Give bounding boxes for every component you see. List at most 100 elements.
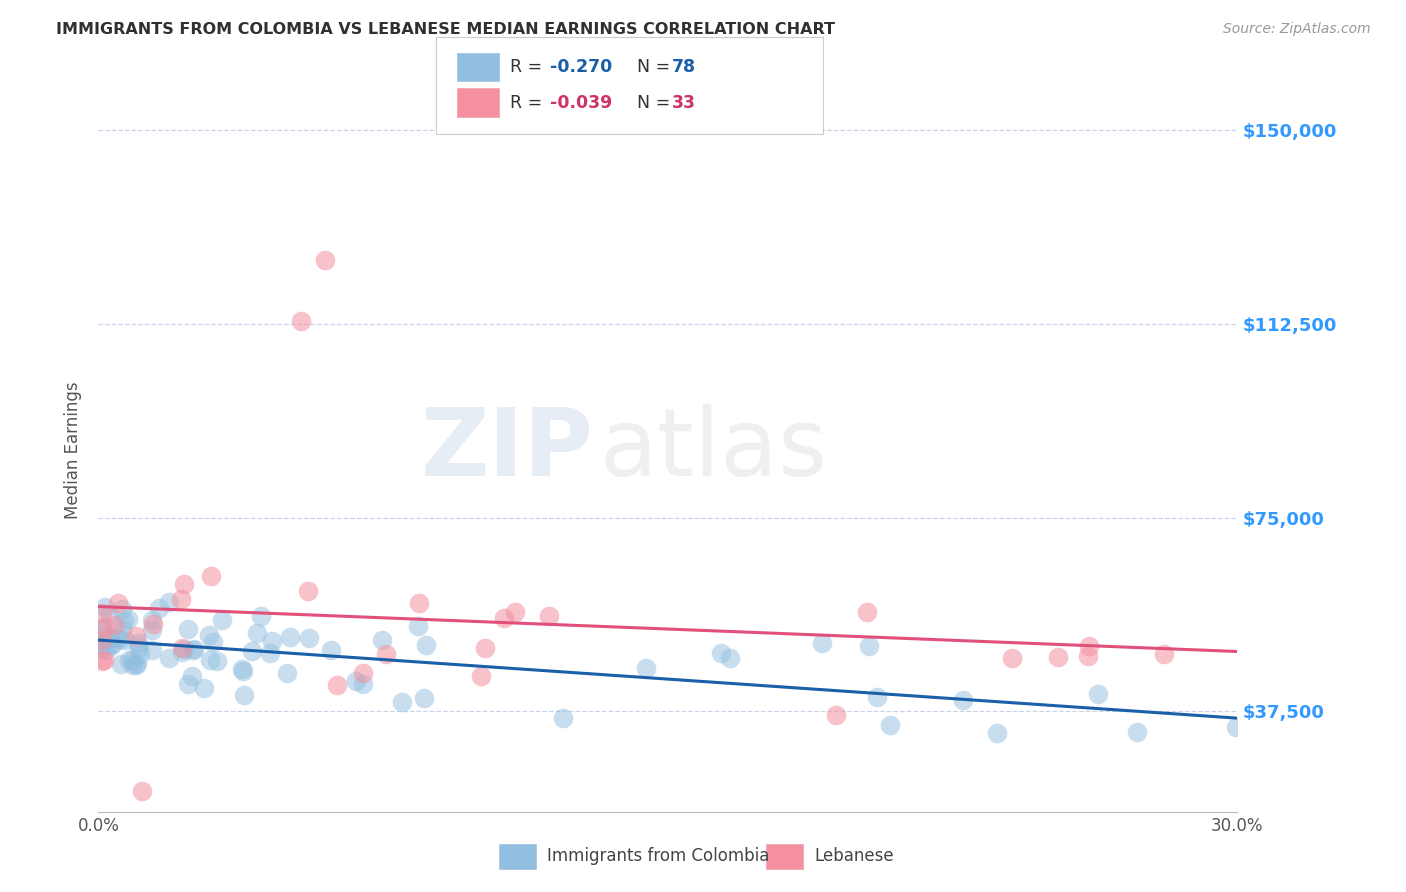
Point [112,614,135,628]
Point [314,252,336,267]
Point [245,626,267,640]
Point [1087,687,1109,701]
Text: N =: N = [626,94,675,112]
Point [98,631,121,645]
Point [122,658,145,673]
Point [231,662,253,676]
Point [710,646,733,660]
Point [855,605,877,619]
Point [1126,725,1149,739]
Point [211,613,233,627]
Point [142,617,165,632]
Text: Lebanese: Lebanese [814,847,894,865]
Point [197,628,219,642]
Point [492,610,515,624]
Text: ZIP: ZIP [420,404,593,497]
Point [157,650,180,665]
Point [125,629,148,643]
Point [260,633,283,648]
Point [276,665,298,680]
Point [111,601,134,615]
Point [371,633,394,648]
Point [718,650,741,665]
Text: Immigrants from Colombia: Immigrants from Colombia [547,847,769,865]
Point [111,622,134,636]
Point [952,693,974,707]
Point [205,654,228,668]
Point [173,577,195,591]
Point [177,677,200,691]
Point [232,664,254,678]
Point [198,653,221,667]
Point [1153,647,1175,661]
Point [93,600,115,615]
Point [170,592,193,607]
Y-axis label: Median Earnings: Median Earnings [65,382,83,519]
Point [91,654,114,668]
Point [1046,649,1069,664]
Point [474,640,496,655]
Point [91,637,114,651]
Point [91,632,114,647]
Point [100,639,122,653]
Point [375,647,398,661]
Point [141,613,163,627]
Point [537,609,560,624]
Point [96,643,118,657]
Point [470,669,492,683]
Point [94,620,117,634]
Point [278,630,301,644]
Point [97,607,120,622]
Point [408,596,430,610]
Point [634,661,657,675]
Point [240,644,263,658]
Point [201,634,224,648]
Point [131,784,153,798]
Text: -0.270: -0.270 [550,58,612,76]
Point [415,638,437,652]
Point [352,666,374,681]
Point [344,674,367,689]
Point [298,631,321,645]
Text: 33: 33 [672,94,696,112]
Point [176,622,198,636]
Point [125,656,148,670]
Point [141,642,163,657]
Point [879,718,901,732]
Point [121,652,143,666]
Point [91,640,114,655]
Point [172,641,194,656]
Text: -0.039: -0.039 [550,94,612,112]
Point [170,644,193,658]
Point [297,584,319,599]
Point [233,688,256,702]
Point [110,657,132,671]
Point [110,632,132,646]
Point [200,569,222,583]
Point [128,647,150,661]
Text: 78: 78 [672,58,696,76]
Point [91,621,114,635]
Point [250,609,273,624]
Point [858,639,880,653]
Point [148,601,170,615]
Point [125,658,148,673]
Point [866,690,889,705]
Point [173,641,195,656]
Point [128,640,150,654]
Point [505,605,527,619]
Point [391,694,413,708]
Point [100,637,122,651]
Point [181,669,204,683]
Point [326,678,349,692]
Point [118,653,141,667]
Point [259,646,281,660]
Point [553,710,575,724]
Point [157,595,180,609]
Point [91,606,114,620]
Point [183,643,205,657]
Point [127,636,149,650]
Point [105,632,128,646]
Text: R =: R = [510,58,548,76]
Point [193,681,215,696]
